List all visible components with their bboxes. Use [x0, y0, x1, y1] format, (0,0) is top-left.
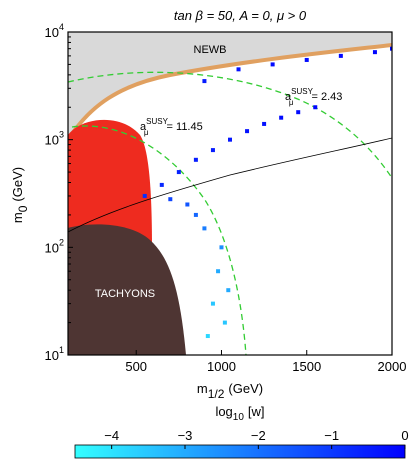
point	[390, 46, 392, 51]
point	[228, 137, 232, 142]
tick-exponent: 3	[59, 130, 64, 140]
point	[222, 320, 227, 325]
label-text: m	[10, 212, 25, 223]
tick-exponent: 2	[59, 237, 64, 247]
colorbar-tick-label: −2	[251, 428, 266, 443]
newb-region	[68, 32, 392, 140]
black-line	[68, 137, 392, 233]
chart-title: tan β = 50, A = 0, μ > 0	[174, 8, 307, 23]
label-unit: (GeV)	[228, 381, 263, 396]
label-text: m	[197, 381, 208, 396]
x-tick-label: 500	[125, 359, 147, 374]
point	[159, 182, 164, 187]
y-tick-label: 103	[45, 130, 64, 148]
point	[142, 193, 147, 198]
x-tick-label: 1500	[292, 359, 321, 374]
tick-base: 10	[45, 240, 59, 255]
point	[185, 202, 190, 207]
x-tick-label: 1000	[207, 359, 236, 374]
point	[270, 62, 275, 67]
annotation-base: a	[140, 121, 147, 133]
regions	[68, 32, 392, 355]
point	[193, 157, 198, 162]
y-axis-label: m0 (GeV)	[10, 167, 30, 223]
annotation-base: a	[285, 91, 292, 103]
point	[168, 197, 173, 202]
annotation-text: = 11.45	[167, 121, 203, 133]
tachyon-region	[68, 224, 186, 355]
point	[193, 212, 198, 217]
colorbar-tick-label: 0	[401, 428, 408, 443]
label-text: log	[215, 404, 232, 419]
colorbar-tick-label: −4	[104, 428, 119, 443]
label-sub: 0	[16, 205, 30, 212]
colorbar-tick-label: −3	[178, 428, 193, 443]
tick-exponent: 1	[59, 345, 64, 355]
point	[236, 67, 241, 72]
point	[176, 170, 181, 175]
annotation-sup: SUSY	[146, 117, 168, 126]
y-tick-label: 101	[45, 345, 64, 363]
point	[210, 301, 215, 306]
x-tick-label: 2000	[378, 359, 407, 374]
point	[205, 334, 210, 339]
colorbar	[74, 444, 406, 459]
annotation: aSUSY μ = 11.45	[140, 117, 203, 137]
point	[262, 121, 267, 126]
tick-base: 10	[45, 25, 59, 40]
point	[202, 226, 207, 231]
annotation: NEWB	[194, 44, 227, 56]
point	[313, 105, 318, 110]
point	[216, 269, 221, 274]
point	[226, 288, 231, 293]
label-unit: (GeV)	[10, 167, 25, 202]
contour-11	[71, 125, 247, 355]
point	[304, 57, 309, 62]
plot-frame	[67, 31, 393, 356]
colorbar-tick-label: −1	[324, 428, 339, 443]
tick-base: 10	[45, 348, 59, 363]
tick-exponent: 4	[59, 22, 64, 32]
point	[279, 115, 284, 120]
point	[338, 53, 343, 58]
annotation-sup: SUSY	[291, 87, 313, 96]
y-tick-label: 104	[45, 22, 64, 40]
x-axis-label: m1/2 (GeV)	[197, 381, 263, 401]
annotation-sub: μ	[289, 98, 294, 107]
annotation: TACHYONS	[95, 288, 155, 300]
point	[296, 110, 301, 115]
point	[219, 245, 224, 250]
points	[142, 46, 392, 339]
point	[202, 79, 207, 84]
colorbar-label: log10 [w]	[215, 404, 264, 423]
tick-base: 10	[45, 133, 59, 148]
label-unit: [w]	[248, 404, 265, 419]
point	[210, 148, 215, 153]
annotation-text: = 2.43	[312, 91, 343, 103]
label-sub: 10	[233, 412, 245, 423]
y-tick-label: 102	[45, 237, 64, 255]
contour-2	[68, 71, 392, 179]
annotation-sub: μ	[144, 128, 149, 137]
point	[245, 129, 250, 134]
annotation: aSUSY μ = 2.43	[285, 87, 342, 107]
point	[372, 50, 377, 55]
label-sub: 1/2	[208, 387, 225, 401]
